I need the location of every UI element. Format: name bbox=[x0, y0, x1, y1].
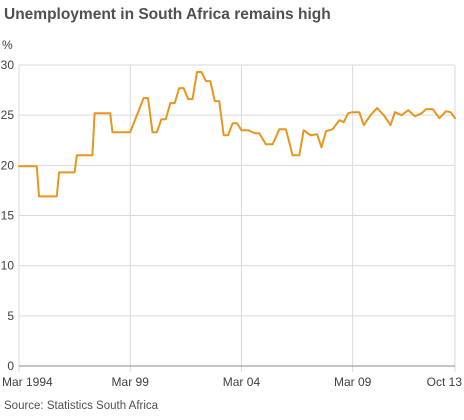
y-tick-label: 20 bbox=[1, 158, 15, 172]
series-line bbox=[18, 71, 456, 198]
x-tick-label: Mar 99 bbox=[112, 375, 150, 389]
y-tick-label: 15 bbox=[1, 209, 15, 223]
y-tick-label: 0 bbox=[7, 359, 14, 373]
y-tick-labels: 0 5 10 15 20 25 30 bbox=[1, 58, 15, 373]
chart-title: Unemployment in South Africa remains hig… bbox=[4, 6, 331, 23]
grid-lines bbox=[18, 64, 456, 372]
x-tick-label: Mar 09 bbox=[334, 375, 372, 389]
x-tick-labels: Mar 1994 Mar 99 Mar 04 Mar 09 Oct 13 bbox=[2, 375, 462, 389]
y-tick-label: 10 bbox=[1, 259, 15, 273]
source-note: Source: Statistics South Africa bbox=[4, 400, 159, 412]
x-tick-label: Oct 13 bbox=[427, 375, 463, 389]
x-tick-label: Mar 1994 bbox=[2, 375, 53, 389]
y-tick-label: 30 bbox=[1, 58, 15, 72]
x-tick-label: Mar 04 bbox=[223, 375, 261, 389]
series-group bbox=[18, 71, 456, 198]
y-tick-label: 25 bbox=[1, 108, 15, 122]
y-tick-label: 5 bbox=[7, 309, 14, 323]
y-axis-label: % bbox=[2, 38, 13, 52]
